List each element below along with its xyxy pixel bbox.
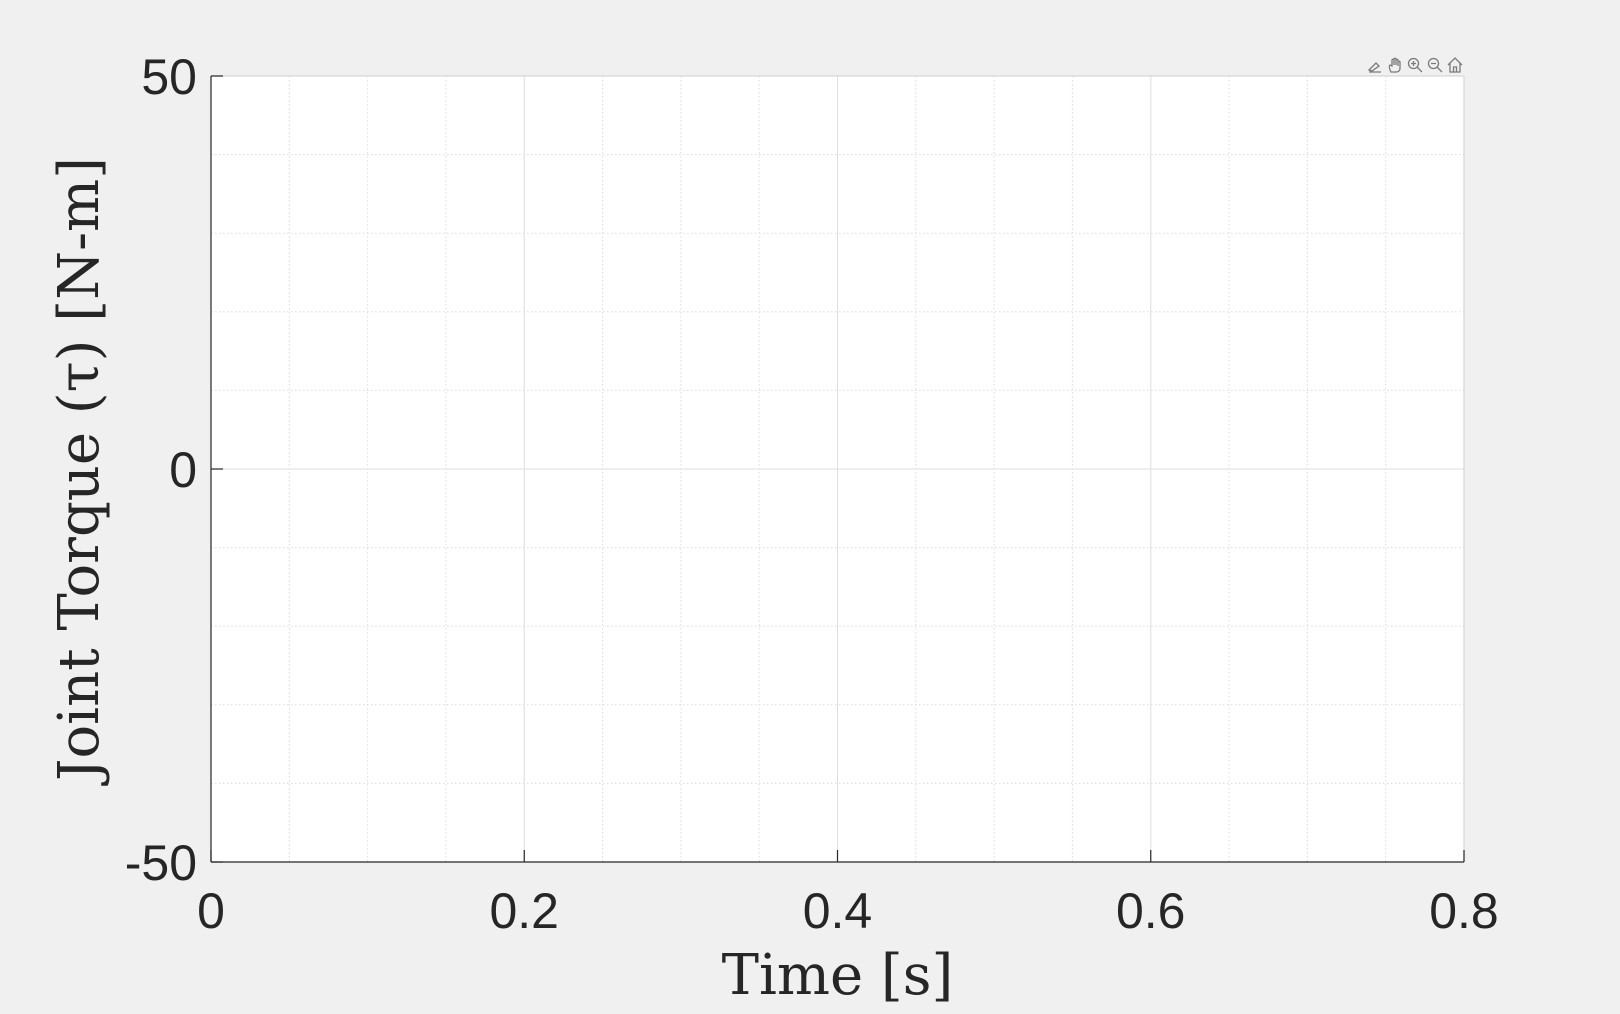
x-tick-label: 0.4 [803,883,873,939]
x-tick-label: 0 [197,883,225,939]
y-tick-label: 50 [141,49,197,105]
home-icon[interactable] [1446,56,1464,74]
brush-icon[interactable] [1366,56,1384,74]
y-axis-ticks: -50 0 50 [125,49,223,891]
zoom-out-icon[interactable] [1426,56,1444,74]
x-tick-label: 0.6 [1116,883,1186,939]
y-tick-label: -50 [125,835,197,891]
axes-toolbar [1366,56,1464,74]
x-tick-label: 0.2 [489,883,559,939]
pan-hand-icon[interactable] [1386,56,1404,74]
x-axis-label: Time [s] [722,943,954,1008]
y-axis-label: Joint Torque (τ) [N-m] [47,157,112,786]
y-tick-label: 0 [169,442,197,498]
zoom-in-icon[interactable] [1406,56,1424,74]
x-tick-label: 0.8 [1429,883,1499,939]
x-axis-ticks: 0 0.2 0.4 0.6 0.8 [197,850,1499,939]
major-grid [211,76,1464,862]
